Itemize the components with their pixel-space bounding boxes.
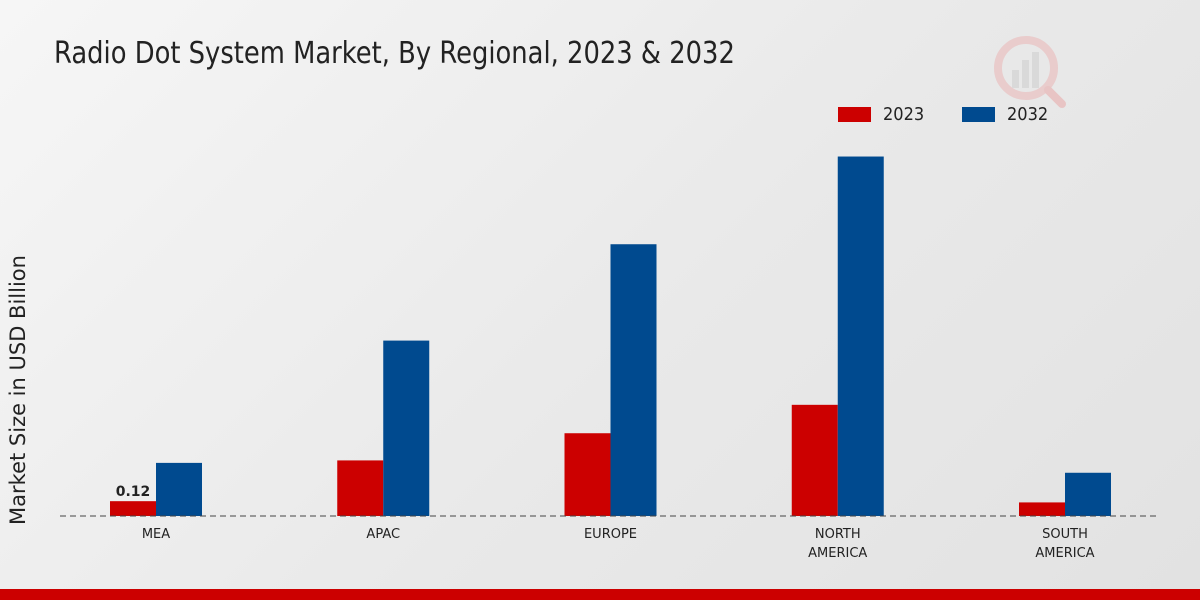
bar-2023-apac (337, 460, 384, 516)
legend-item-2023: 2023 (838, 104, 929, 125)
legend-swatch-2032 (961, 107, 995, 122)
legend-label-2032: 2032 (1006, 104, 1049, 125)
x-tick-label: MEA (142, 527, 170, 542)
bar-2023-mea (110, 501, 156, 516)
legend-swatch-2023 (838, 107, 871, 122)
data-label: 0.12 (116, 484, 151, 500)
bar-2023-europe (564, 433, 611, 516)
bar-2032-mea (156, 462, 202, 516)
bar-2023-south-america (1019, 502, 1065, 516)
x-tick-label: SOUTH AMERICA (1035, 527, 1094, 561)
x-tick-label: APAC (366, 527, 400, 542)
bar-2032-europe (610, 244, 657, 516)
bar-2023-north-america (791, 404, 838, 516)
legend-label-2023: 2023 (883, 104, 925, 125)
x-tick-label: NORTH AMERICA (808, 527, 867, 561)
legend: 2023 2032 (838, 104, 1086, 125)
bar-2032-south-america (1065, 472, 1111, 516)
chart-title: Radio Dot System Market, By Regional, 20… (54, 36, 735, 71)
bar-2032-apac (383, 340, 430, 516)
x-tick-label: EUROPE (584, 527, 637, 542)
footer-bar (0, 589, 1200, 600)
legend-item-2032: 2032 (961, 104, 1053, 125)
bar-2032-north-america (837, 156, 884, 516)
chart-logo-icon (994, 36, 1066, 108)
